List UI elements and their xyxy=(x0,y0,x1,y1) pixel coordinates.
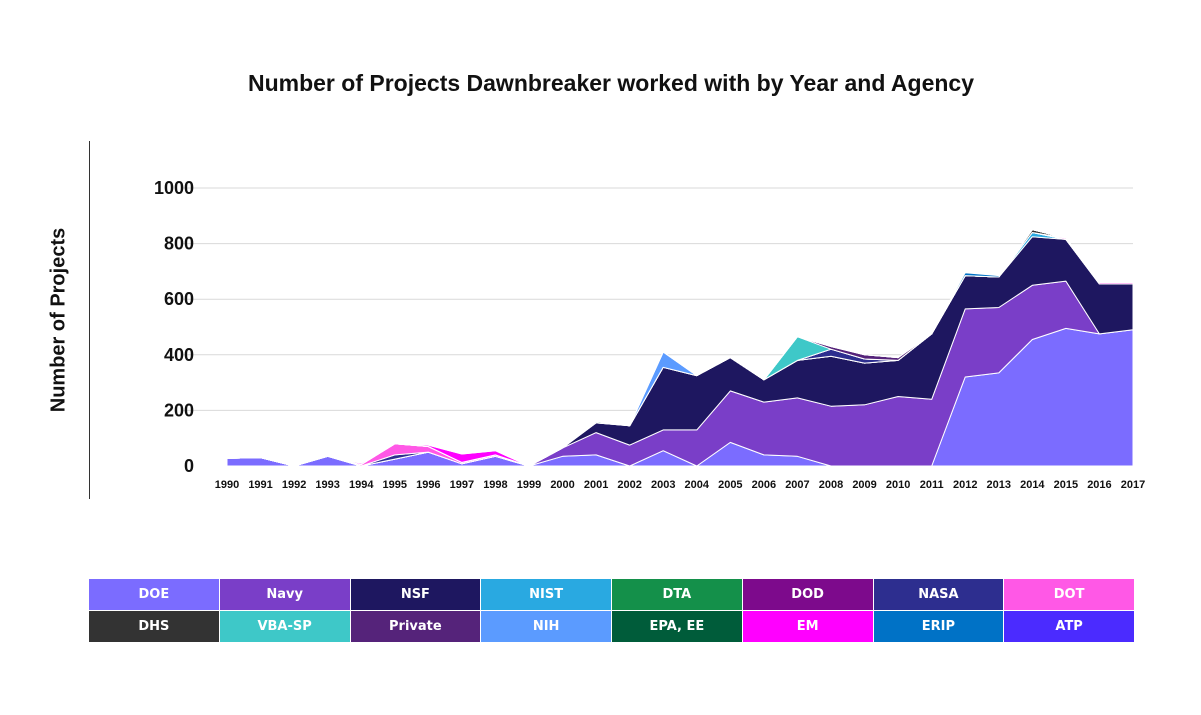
x-tick-label: 2009 xyxy=(852,479,876,491)
x-tick-label: 2002 xyxy=(617,479,641,491)
y-tick-label: 400 xyxy=(164,345,194,365)
legend-item-dhs: DHS xyxy=(89,611,219,642)
legend-item-doe: DOE xyxy=(89,579,219,610)
y-tick-labels: 0 200 400 600 800 1000 xyxy=(154,178,194,476)
chart-title: Number of Projects Dawnbreaker worked wi… xyxy=(247,70,974,96)
x-tick-label: 2008 xyxy=(819,479,843,491)
legend-item-epa-ee: EPA, EE xyxy=(612,611,742,642)
x-tick-label: 2010 xyxy=(886,479,910,491)
legend-item-nist: NIST xyxy=(481,579,611,610)
x-tick-label: 1991 xyxy=(248,479,272,491)
legend-item-nih: NIH xyxy=(481,611,611,642)
legend-item-em: EM xyxy=(742,611,873,642)
legend-item-dot: DOT xyxy=(1004,579,1134,610)
area-series-group xyxy=(226,229,1134,467)
legend-item-erip: ERIP xyxy=(873,611,1004,642)
x-tick-label: 2007 xyxy=(785,479,809,491)
x-tick-label: 1990 xyxy=(215,479,239,491)
y-tick-label: 0 xyxy=(184,456,194,476)
x-tick-label: 1998 xyxy=(483,479,507,491)
legend-item-navy: Navy xyxy=(219,579,350,610)
x-tick-label: 2005 xyxy=(718,479,742,491)
x-tick-label: 1999 xyxy=(517,479,541,491)
y-tick-label: 200 xyxy=(164,400,194,420)
legend-item-dta: DTA xyxy=(612,579,742,610)
x-tick-label: 1996 xyxy=(416,479,440,491)
x-tick-label: 2015 xyxy=(1054,479,1078,491)
legend-item-dod: DOD xyxy=(742,579,873,610)
area-series-erip xyxy=(226,229,1134,467)
y-tick-label: 600 xyxy=(164,289,194,309)
x-tick-label: 1994 xyxy=(349,479,374,491)
legend-item-nasa: NASA xyxy=(873,579,1004,610)
x-tick-label: 1993 xyxy=(315,479,339,491)
x-tick-label: 2012 xyxy=(953,479,977,491)
x-tick-label: 2000 xyxy=(550,479,574,491)
x-tick-label: 2016 xyxy=(1087,479,1111,491)
x-tick-label: 2011 xyxy=(920,479,944,491)
x-tick-label: 2017 xyxy=(1121,479,1145,491)
y-tick-label: 1000 xyxy=(154,178,194,198)
x-tick-label: 2001 xyxy=(584,479,608,491)
legend-item-nsf: NSF xyxy=(350,579,481,610)
legend-item-atp: ATP xyxy=(1004,611,1134,642)
x-tick-labels: 1990 1991 1992 1993 1994 1995 1996 1997 1998 1999… xyxy=(215,479,1145,491)
legend: DOE Navy NSF NIST DTA DOD NASA DOT DHS VBA-SP Priv… xyxy=(89,579,1134,642)
x-tick-label: 2003 xyxy=(651,479,675,491)
legend-item-vba-sp: VBA-SP xyxy=(219,611,350,642)
x-tick-label: 2013 xyxy=(987,479,1011,491)
x-tick-label: 2006 xyxy=(752,479,776,491)
x-tick-label: 2004 xyxy=(685,479,710,491)
x-tick-label: 2014 xyxy=(1020,479,1045,491)
legend-item-private: Private xyxy=(350,611,481,642)
x-tick-label: 1995 xyxy=(383,479,407,491)
x-tick-label: 1992 xyxy=(282,479,306,491)
x-tick-label: 1997 xyxy=(450,479,474,491)
y-axis-line xyxy=(89,141,90,499)
y-tick-label: 800 xyxy=(164,234,194,254)
